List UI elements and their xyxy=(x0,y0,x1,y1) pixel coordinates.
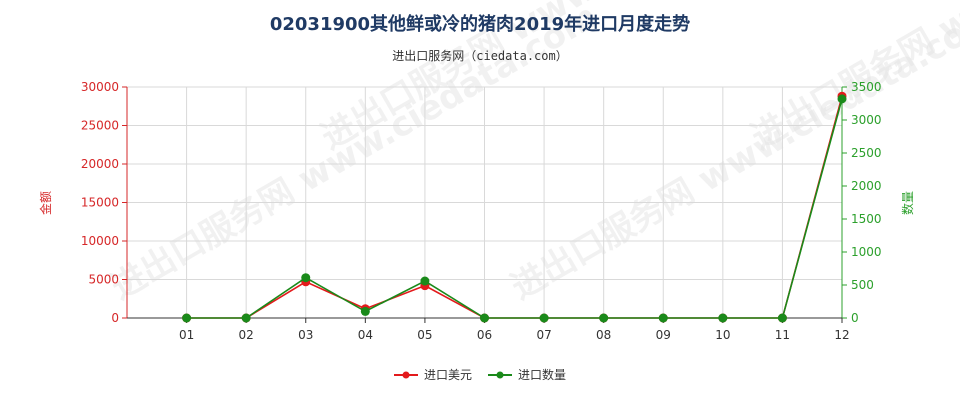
left-tick-label: 10000 xyxy=(81,234,119,248)
watermark-text: 进出口服务网 www.ciedata.com xyxy=(745,0,960,158)
x-tick-label: 05 xyxy=(417,328,432,342)
series-point-1 xyxy=(718,313,728,323)
series-line-1 xyxy=(186,98,843,319)
series-point-1 xyxy=(599,313,609,323)
x-tick-label: 01 xyxy=(179,328,194,342)
x-tick-label: 02 xyxy=(239,328,254,342)
grid-lines xyxy=(127,86,843,318)
left-tick-label: 15000 xyxy=(81,196,119,210)
series-point-1 xyxy=(837,94,847,104)
chart-title: 02031900其他鲜或冷的猪肉2019年进口月度走势 xyxy=(270,13,690,35)
right-tick-label: 1000 xyxy=(851,245,882,259)
left-axis-label: 金额 xyxy=(38,191,53,215)
series-point-1 xyxy=(360,306,370,316)
x-tick-label: 11 xyxy=(775,328,790,342)
x-tick-label: 04 xyxy=(358,328,373,342)
left-tick-label: 30000 xyxy=(81,80,119,94)
chart-subtitle: 进出口服务网（ciedata.com） xyxy=(392,48,567,63)
x-tick-label: 08 xyxy=(596,328,611,342)
right-tick-label: 0 xyxy=(851,311,859,325)
x-tick-label: 12 xyxy=(834,328,849,342)
left-tick-label: 5000 xyxy=(88,273,119,287)
legend-marker-0 xyxy=(402,371,410,379)
left-tick-label: 0 xyxy=(111,311,119,325)
right-tick-label: 3000 xyxy=(851,113,882,127)
series-point-1 xyxy=(420,276,430,286)
right-tick-label: 2500 xyxy=(851,146,882,160)
series-point-1 xyxy=(480,313,489,323)
series-layer xyxy=(182,91,847,323)
legend-label-1: 进口数量 xyxy=(518,367,566,382)
right-axis-label: 数量 xyxy=(900,191,915,215)
right-tick-label: 2000 xyxy=(851,179,882,193)
legend-marker-1 xyxy=(496,371,504,379)
x-tick-label: 09 xyxy=(656,328,671,342)
series-point-1 xyxy=(241,313,251,323)
series-point-1 xyxy=(777,313,787,323)
x-tick-label: 10 xyxy=(715,328,730,342)
x-tick-label: 07 xyxy=(536,328,551,342)
left-tick-label: 25000 xyxy=(81,119,119,133)
right-tick-label: 1500 xyxy=(851,212,882,226)
right-tick-label: 3500 xyxy=(851,80,882,94)
series-point-1 xyxy=(539,313,549,323)
x-tick-label: 06 xyxy=(477,328,492,342)
series-point-1 xyxy=(301,273,311,283)
x-tick-label: 03 xyxy=(298,328,313,342)
legend-label-0: 进口美元 xyxy=(424,368,472,382)
series-point-1 xyxy=(658,313,668,323)
right-tick-label: 500 xyxy=(851,278,874,292)
series-point-1 xyxy=(182,313,192,323)
legend: 进口美元 进口数量 xyxy=(394,367,566,382)
left-tick-label: 20000 xyxy=(81,157,119,171)
